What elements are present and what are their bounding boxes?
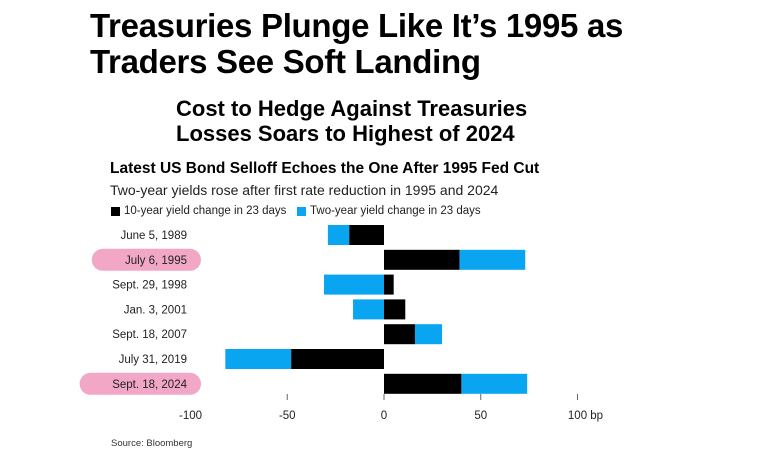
chart-title: Latest US Bond Selloff Echoes the One Af… bbox=[110, 160, 540, 177]
bar-ten-year bbox=[349, 225, 384, 245]
category-label: Sept. 29, 1998 bbox=[112, 280, 187, 292]
bar-ten-year bbox=[384, 324, 415, 345]
bar-two-year bbox=[353, 299, 384, 320]
category-label: July 31, 2019 bbox=[119, 354, 187, 366]
bar-ten-year bbox=[384, 274, 394, 295]
bar-two-year bbox=[459, 249, 526, 270]
bar-ten-year bbox=[291, 349, 384, 369]
category-label: Sept. 18, 2007 bbox=[112, 329, 187, 341]
chart-subtitle: Two-year yields rose after first rate re… bbox=[110, 182, 499, 198]
x-tick-label: 100 bp bbox=[568, 410, 603, 422]
bar-two-year bbox=[225, 349, 292, 369]
headline-line-2: Traders See Soft Landing bbox=[90, 43, 481, 80]
subheadline-line-2: Losses Soars to Highest of 2024 bbox=[176, 121, 515, 146]
x-tick-label: -50 bbox=[279, 410, 296, 422]
bar-two-year bbox=[324, 274, 384, 295]
legend-swatch-blue bbox=[297, 206, 306, 216]
bar-ten-year bbox=[384, 373, 462, 394]
legend-item-ten-year: 10-year yield change in 23 days bbox=[111, 205, 286, 217]
category-label: July 6, 1995 bbox=[125, 255, 187, 267]
bar-two-year bbox=[327, 225, 350, 245]
category-label: June 5, 1989 bbox=[120, 230, 187, 242]
bar-two-year bbox=[461, 373, 528, 394]
headline-line-1: Treasuries Plunge Like It’s 1995 as bbox=[90, 7, 624, 44]
bar-ten-year bbox=[384, 299, 406, 320]
legend-label: Two-year yield change in 23 days bbox=[310, 205, 481, 217]
legend-swatch-black bbox=[111, 206, 120, 216]
category-label: Jan. 3, 2001 bbox=[124, 304, 187, 316]
legend-item-two-year: Two-year yield change in 23 days bbox=[297, 205, 481, 217]
highlight-pill bbox=[91, 248, 201, 271]
bar-two-year bbox=[414, 324, 443, 345]
subheadline-line-1: Cost to Hedge Against Treasuries bbox=[176, 96, 528, 121]
source-note: Source: Bloomberg bbox=[111, 438, 193, 449]
x-tick-label: 50 bbox=[474, 410, 487, 422]
category-label: Sept. 18, 2024 bbox=[112, 379, 187, 391]
bar-ten-year bbox=[384, 249, 460, 270]
legend-label: 10-year yield change in 23 days bbox=[124, 205, 287, 217]
highlight-pill bbox=[79, 372, 201, 395]
x-tick-label: 0 bbox=[381, 410, 387, 422]
x-tick-label: -100 bbox=[179, 410, 202, 422]
